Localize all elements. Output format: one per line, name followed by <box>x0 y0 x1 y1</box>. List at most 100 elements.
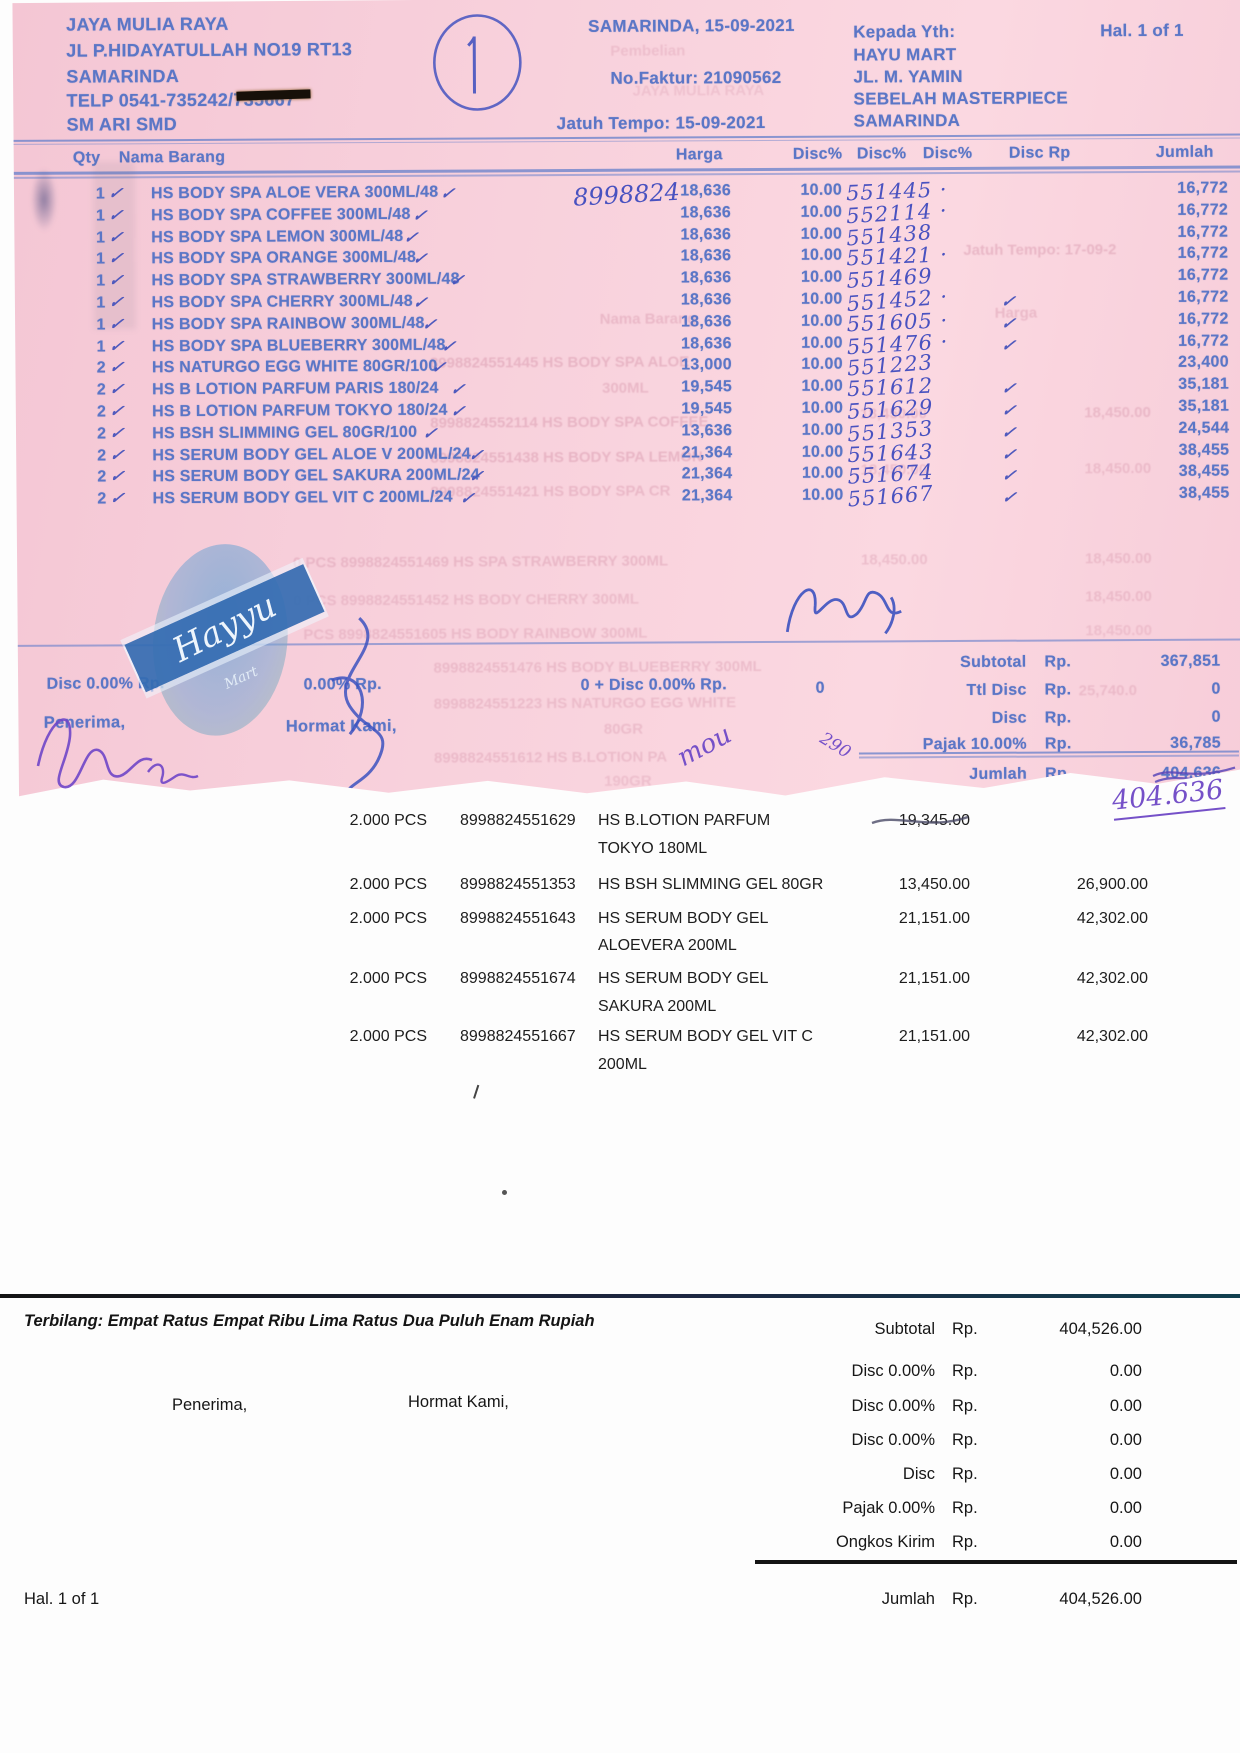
white-penerima-label: Penerima, <box>172 1396 248 1414</box>
unit-price: 18,636 <box>681 334 732 353</box>
qty-value: 2 <box>96 403 107 421</box>
total-value: 0.00 <box>1109 1397 1142 1415</box>
invoice-number: No.Faktur: 21090562 <box>610 67 782 88</box>
handwritten-checkmark: ✓ <box>106 183 125 203</box>
handwritten-checkmark: ✓ <box>107 314 126 334</box>
col-qty: Qty <box>72 149 101 167</box>
handwritten-checkmark: ✓ <box>999 313 1018 333</box>
ttl-disc-value: 0 <box>1211 680 1221 698</box>
bleed-through-ghost-text: 18,450.00 <box>1085 587 1152 606</box>
handwritten-checkmark: ✓ <box>1000 487 1019 507</box>
qty-value: 1 <box>96 272 106 290</box>
discount-percent: 10.00 <box>801 443 844 461</box>
col-harga: Harga <box>675 146 723 164</box>
disc-label: Disc <box>991 709 1027 727</box>
total-value: 0.00 <box>1109 1431 1142 1449</box>
terbilang-text: Terbilang: Empat Ratus Empat Ribu Lima R… <box>24 1312 595 1330</box>
handwritten-checkmark: ✓ <box>420 423 439 443</box>
col-disc2: Disc% <box>856 145 907 163</box>
total-label: Ongkos Kirim <box>835 1533 935 1551</box>
product-name: HS BODY SPA COFFEE 300ML/48 <box>151 205 411 225</box>
bleed-through-ghost-text: Pembelian <box>610 42 686 60</box>
signature-middle <box>301 610 422 821</box>
white-jumlah-rp: Rp. <box>952 1590 978 1608</box>
signature-penerima <box>36 718 199 789</box>
qty-value: 2.000 PCS <box>349 970 427 987</box>
supplier-phone: TELP 0541-735242/735667 <box>66 89 296 111</box>
qty-value: 1 <box>96 250 106 268</box>
discount-percent: 10.00 <box>801 355 843 374</box>
total-rp: Rp. <box>952 1431 978 1449</box>
handwritten-checkmark: ✓ <box>1000 444 1019 464</box>
recipient-city: SAMARINDA <box>853 110 961 131</box>
unit-price: 18,636 <box>680 203 732 222</box>
discount-percent: 10.00 <box>800 268 843 286</box>
handwritten-checkmark: ✓ <box>999 378 1018 398</box>
handwritten-checkmark: ✓ <box>107 335 126 356</box>
bleed-through-ghost-text: 18,450.00 <box>1084 549 1152 568</box>
invoice-due-date: Jatuh Tempo: 15-09-2021 <box>556 112 766 134</box>
total-value: 0.00 <box>1109 1533 1142 1551</box>
unit-price: 21,151.00 <box>898 1028 970 1045</box>
handwritten-checkmark: ✓ <box>448 401 467 421</box>
col-disc3: Disc% <box>922 144 973 163</box>
barcode-value: 8998824551643 <box>460 910 576 927</box>
line-total: 16,772 <box>1178 332 1229 350</box>
product-name: HS SERUM BODY GEL ALOE V 200ML/24 <box>152 445 471 464</box>
handwritten-checkmark: ✓ <box>410 205 429 225</box>
section-divider-line <box>0 1294 1240 1298</box>
discount-percent: 10.00 <box>801 464 844 483</box>
handwritten-checkmark: ✓ <box>467 466 486 486</box>
total-rp: Rp. <box>952 1397 978 1415</box>
subtotal-value: 367,851 <box>1160 652 1221 670</box>
product-name: HS BODY SPA CHERRY 300ML/48 <box>151 292 413 312</box>
pen-scribble-word: mou <box>672 719 737 774</box>
line-total: 24,544 <box>1178 419 1230 437</box>
qty-value: 2.000 PCS <box>349 910 427 927</box>
qty-value: 2 <box>96 359 106 377</box>
qty-value: 2.000 PCS <box>349 876 427 893</box>
qty-value: 2 <box>97 490 107 508</box>
product-name: HS B LOTION PARFUM TOKYO 180/24 <box>152 401 448 421</box>
bleed-through-ghost-text: 18,450.00 <box>1085 621 1153 640</box>
col-disc-rp: Disc Rp <box>1008 144 1071 162</box>
discount-percent: 10.00 <box>801 399 844 417</box>
supplier-code: SM ARI SMD <box>66 114 178 135</box>
unit-price: 18,636 <box>680 247 732 265</box>
col-jumlah: Jumlah <box>1155 143 1214 161</box>
handwritten-checkmark: ✓ <box>467 445 486 465</box>
pink-invoice-sheet: Pembelian JAYA MULIA RAYA Jatuh Tempo: 17-… <box>0 0 1240 806</box>
white-jumlah-label: Jumlah <box>881 1590 935 1608</box>
handwritten-checkmark: ✓ <box>107 357 126 377</box>
total-label: Disc 0.00% <box>851 1362 935 1380</box>
bleed-through-ghost-text: 190GR <box>604 772 652 790</box>
barcode-value: 8998824551674 <box>460 970 576 987</box>
total-value: 0.00 <box>1109 1362 1142 1380</box>
total-label: Pajak 0.00% <box>842 1499 935 1517</box>
product-name: HS BODY SPA ORANGE 300ML/48 <box>151 249 417 268</box>
product-name: HS BODY SPA LEMON 300ML/48 <box>151 227 404 246</box>
stamp-name: Hayyu <box>166 585 283 671</box>
product-name: HS SERUM BODY GEL SAKURA 200ML/24 <box>152 466 480 486</box>
product-name-line1: HS SERUM BODY GEL <box>598 910 769 927</box>
unit-price: 18,636 <box>680 312 732 331</box>
handwritten-checkmark: ✓ <box>1000 466 1019 486</box>
handwritten-corrected-total: 404.636 <box>1110 774 1226 821</box>
white-page-indicator: Hal. 1 of 1 <box>24 1590 100 1608</box>
line-total: 16,772 <box>1177 310 1229 328</box>
product-name: HS SERUM BODY GEL VIT C 200ML/24 <box>152 488 453 508</box>
handwritten-checkmark: ✓ <box>107 423 126 443</box>
qty-value: 2 <box>97 425 107 443</box>
line-total: 42,302.00 <box>1076 1028 1148 1045</box>
supplier-address: JL P.HIDAYATULLAH NO19 RT13 <box>66 39 353 61</box>
product-name-line2: 200ML <box>598 1056 647 1073</box>
stray-dot <box>502 1190 507 1195</box>
handwritten-checkmark: ✓ <box>458 488 477 508</box>
line-total: 16,772 <box>1177 244 1229 263</box>
unit-price: 13,636 <box>681 421 733 440</box>
discount-percent: 10.00 <box>800 181 843 199</box>
recipient-label: Kepada Yth: <box>853 21 956 42</box>
line-total: 23,400 <box>1178 353 1229 372</box>
discount-percent: 10.00 <box>800 290 843 308</box>
recipient-name: HAYU MART <box>853 44 957 65</box>
